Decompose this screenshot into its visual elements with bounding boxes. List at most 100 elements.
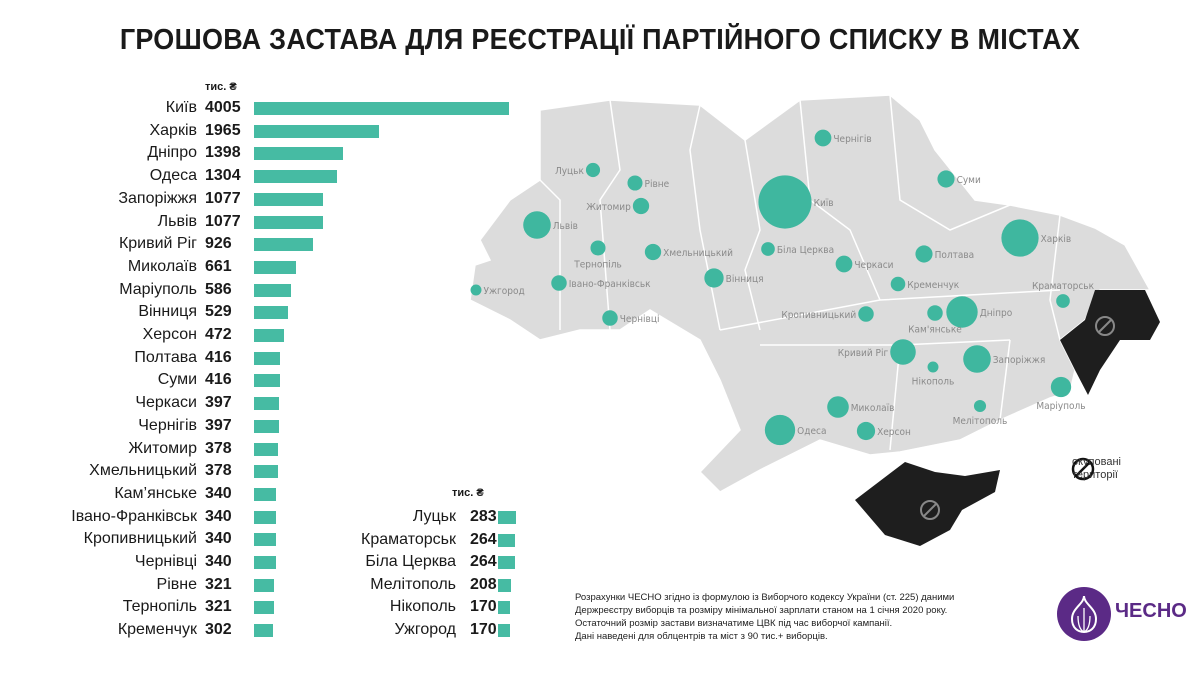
bar-value-label: 416 (205, 371, 232, 389)
city-map-label: Кременчук (907, 280, 959, 291)
bar-category-label: Житомир (128, 439, 197, 457)
footnote-line: Держреєстру виборців та розміру мінімаль… (575, 605, 948, 616)
city-map-label: Кам'янське (908, 325, 962, 336)
city-bubble (632, 197, 650, 215)
bar-value-label: 321 (205, 575, 232, 593)
logo-text: ЧЕСНО (1115, 600, 1187, 622)
city-bubble (927, 361, 939, 373)
bar-category-label: Одеса (149, 167, 197, 185)
bar-value-label: 378 (205, 462, 232, 480)
bar (498, 578, 512, 592)
bar-value-label: 340 (205, 507, 232, 525)
bar (254, 170, 338, 184)
city-bubble (1001, 219, 1039, 257)
city-map-label: Чернівці (620, 313, 660, 325)
bar-category-label: Запоріжжя (118, 189, 197, 207)
occupied-icon (920, 316, 1115, 520)
city-bubble (973, 399, 987, 413)
city-map-label: Дніпро (980, 307, 1013, 319)
bar-category-label: Луцьк (412, 508, 456, 525)
city-map-label: Харків (1041, 233, 1072, 245)
city-map-label: Івано-Франківськ (569, 278, 651, 290)
bar (254, 487, 276, 501)
footnote-line: Остаточний розмір застави визначатиме ЦВ… (575, 618, 893, 629)
city-map-label: Кропивницький (781, 310, 856, 321)
bar-value-label: 321 (205, 598, 232, 616)
legend-occupied: окуповані території (1072, 456, 1121, 482)
bar (254, 147, 343, 161)
city-map-label: Львів (553, 220, 578, 232)
bar-value-label: 264 (470, 530, 497, 548)
footnote-line: Дані наведені для облцентрів та міст з 9… (575, 631, 828, 642)
city-map-label: Полтава (935, 250, 975, 261)
bar-value-label: 397 (205, 416, 232, 434)
city-bubble (835, 255, 853, 273)
bar-category-label: Рівне (156, 575, 197, 593)
city-map-label: Маріуполь (1036, 400, 1085, 412)
region-borders (539, 94, 1061, 451)
bar-value-label: 397 (205, 394, 232, 412)
city-bubble (551, 275, 567, 291)
bar (254, 465, 279, 479)
city-map-label: Київ (814, 198, 834, 209)
bar (254, 533, 276, 547)
page-title: ГРОШОВА ЗАСТАВА ДЛЯ РЕЄСТРАЦІЇ ПАРТІЙНОГ… (119, 24, 1081, 56)
bar-category-label: Кременчук (117, 621, 197, 639)
bar-category-label: Чернівці (134, 553, 197, 570)
city-bubble (814, 129, 832, 147)
bar-value-label: 170 (470, 621, 497, 638)
city-bubble (858, 306, 874, 322)
bar-value-label: 1965 (205, 121, 241, 139)
city-map-label: Біла Церква (777, 244, 834, 256)
bar-category-label: Суми (157, 371, 197, 389)
legend-text: окуповані (1072, 456, 1121, 468)
city-bubble (890, 276, 906, 292)
bar-category-label: Івано-Франківськ (71, 507, 197, 525)
city-map-label: Рівне (645, 178, 670, 190)
bar (498, 533, 515, 547)
bar (254, 215, 323, 229)
bar (254, 102, 509, 115)
bar-value-label: 283 (470, 508, 497, 525)
bar-category-label: Львів (157, 212, 197, 230)
footnote: Розрахунки ЧЕСНО згідно із формулою із В… (575, 591, 954, 643)
bar-category-label: Тернопіль (122, 598, 197, 616)
bar-value-label: 264 (470, 553, 497, 571)
map-regions (469, 94, 1152, 493)
bar-value-label: 302 (205, 621, 232, 639)
legend-text: території (1072, 469, 1118, 481)
city-map-label: Хмельницький (663, 248, 733, 259)
occupied-crimea (855, 462, 1000, 546)
city-map-label: Краматорськ (1032, 281, 1095, 292)
city-map-label: Черкаси (854, 260, 893, 271)
bar (498, 556, 515, 570)
unit-label: тис. ₴ (452, 487, 484, 499)
bar-category-label: Біла Церква (365, 553, 456, 571)
bar-value-label: 340 (205, 484, 232, 502)
city-bubble (915, 245, 933, 263)
bar-category-label: Кривий Ріг (118, 235, 197, 253)
bar (254, 419, 280, 433)
bar (254, 306, 288, 320)
city-map-label: Нікополь (912, 375, 955, 387)
city-map-label: Запоріжжя (993, 354, 1046, 366)
city-map-label: Ужгород (483, 286, 524, 297)
bar-category-label: Миколаїв (127, 257, 197, 275)
bar (498, 624, 510, 637)
city-bubble (937, 170, 955, 188)
bar-value-label: 529 (205, 303, 232, 321)
bar-value-label: 378 (205, 439, 232, 457)
city-bubble (1050, 376, 1072, 398)
bar-value-label: 340 (205, 530, 232, 548)
bar-value-label: 586 (205, 280, 232, 298)
bar (254, 124, 380, 138)
bar (254, 601, 275, 615)
bar-category-label: Мелітополь (370, 575, 456, 593)
bar (254, 374, 281, 388)
bar-category-label: Краматорськ (361, 530, 456, 548)
bar-category-label: Київ (165, 99, 197, 116)
city-map-label: Одеса (797, 426, 826, 437)
bar-value-label: 1077 (205, 212, 241, 230)
bar-value-label: 472 (205, 326, 232, 343)
